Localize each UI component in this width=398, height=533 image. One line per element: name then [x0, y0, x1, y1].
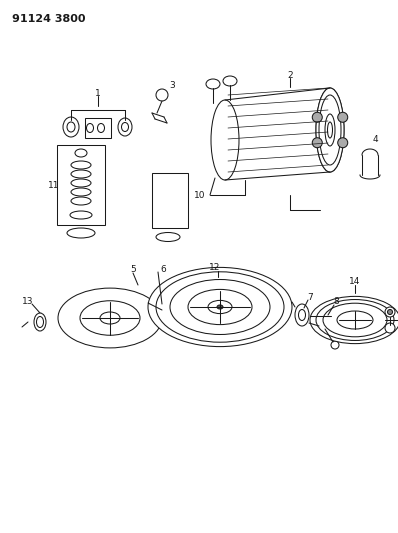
Ellipse shape: [63, 117, 79, 137]
Ellipse shape: [316, 88, 344, 172]
Circle shape: [338, 112, 348, 122]
Ellipse shape: [217, 305, 223, 309]
Circle shape: [156, 89, 168, 101]
Text: 91124 3800: 91124 3800: [12, 14, 86, 24]
Ellipse shape: [58, 288, 162, 348]
Ellipse shape: [71, 188, 91, 196]
Ellipse shape: [67, 228, 95, 238]
Ellipse shape: [86, 124, 94, 133]
Ellipse shape: [188, 289, 252, 325]
Ellipse shape: [37, 317, 43, 327]
Ellipse shape: [208, 301, 232, 313]
Circle shape: [159, 307, 165, 313]
Ellipse shape: [34, 313, 46, 331]
Ellipse shape: [298, 310, 306, 320]
Ellipse shape: [316, 300, 394, 341]
Ellipse shape: [71, 197, 91, 205]
Ellipse shape: [323, 303, 387, 337]
Text: 4: 4: [372, 135, 378, 144]
Ellipse shape: [148, 268, 292, 346]
Ellipse shape: [118, 118, 132, 136]
Circle shape: [312, 112, 322, 122]
Ellipse shape: [156, 272, 284, 342]
Circle shape: [156, 304, 168, 316]
Ellipse shape: [67, 122, 75, 132]
Text: 8: 8: [333, 297, 339, 306]
Ellipse shape: [316, 88, 344, 172]
Ellipse shape: [155, 185, 181, 195]
Circle shape: [385, 307, 395, 317]
Circle shape: [388, 310, 392, 314]
Ellipse shape: [75, 149, 87, 157]
Bar: [57, 145, 105, 225]
Text: 11: 11: [47, 181, 59, 190]
Text: 3: 3: [169, 80, 175, 90]
Ellipse shape: [155, 195, 181, 205]
Text: 6: 6: [160, 265, 166, 274]
Ellipse shape: [98, 124, 105, 133]
Bar: [85, 118, 111, 138]
Ellipse shape: [223, 76, 237, 86]
Ellipse shape: [71, 179, 91, 187]
Circle shape: [312, 138, 322, 148]
Text: 7: 7: [307, 294, 313, 303]
Ellipse shape: [155, 175, 181, 185]
Text: 13: 13: [22, 297, 34, 306]
Ellipse shape: [100, 312, 120, 324]
Ellipse shape: [310, 296, 398, 344]
Ellipse shape: [121, 123, 129, 132]
Ellipse shape: [322, 316, 328, 324]
Circle shape: [331, 341, 339, 349]
Text: 1: 1: [95, 90, 101, 99]
Ellipse shape: [155, 205, 181, 215]
Ellipse shape: [170, 279, 270, 335]
Ellipse shape: [156, 232, 180, 241]
Ellipse shape: [295, 304, 309, 326]
Bar: [152, 173, 188, 228]
Ellipse shape: [325, 114, 335, 146]
Ellipse shape: [211, 100, 239, 180]
Text: 5: 5: [130, 265, 136, 274]
Ellipse shape: [80, 301, 140, 335]
Text: 10: 10: [194, 190, 205, 199]
Ellipse shape: [70, 211, 92, 219]
Ellipse shape: [328, 122, 332, 138]
Text: 14: 14: [349, 278, 361, 287]
Ellipse shape: [71, 170, 91, 178]
Ellipse shape: [206, 79, 220, 89]
Circle shape: [338, 138, 348, 148]
Text: 12: 12: [209, 263, 220, 272]
Ellipse shape: [319, 311, 331, 329]
Text: 2: 2: [287, 70, 293, 79]
Circle shape: [385, 323, 395, 333]
Ellipse shape: [71, 161, 91, 169]
Ellipse shape: [337, 311, 373, 329]
Ellipse shape: [319, 95, 341, 165]
